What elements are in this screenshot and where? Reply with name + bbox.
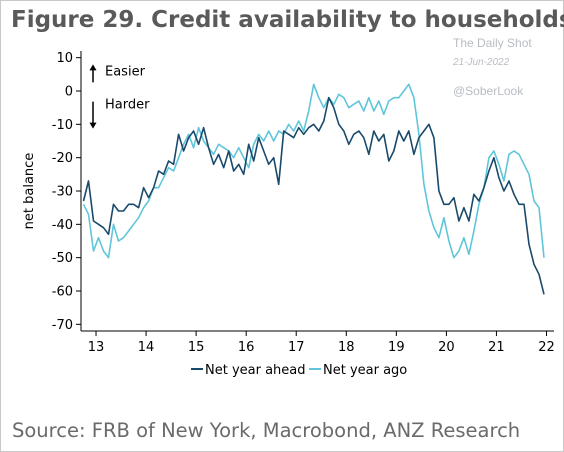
y-tick-label: -10 [52,118,73,133]
legend-net-year-ahead-label: Net year ahead [205,363,306,378]
x-tick-label: 15 [188,340,205,355]
y-axis-label: net balance [22,153,37,230]
series-line-net-year-ahead [82,96,545,295]
legend-net-year-ago-label: Net year ago [323,363,407,378]
series-line-net-year-ago [82,83,545,259]
x-tick-label: 22 [538,340,555,355]
watermark-date: 21-Jun-2022 [453,57,510,68]
y-tick-label: -40 [52,218,73,233]
x-tick-label: 14 [138,340,155,355]
y-tick-label: -30 [52,185,73,200]
x-tick-label: 18 [338,340,355,355]
x-tick-label: 13 [88,340,105,355]
watermark-handle: @SoberLook [453,84,524,98]
x-tick-label: 17 [288,340,305,355]
annotation-harder: Harder [105,98,150,113]
y-tick-label: 10 [56,51,73,66]
chart-title: Figure 29. Credit availability to househ… [11,7,564,33]
arrow-down-icon [89,122,97,129]
y-tick-label: -70 [52,318,73,333]
y-tick-label: -60 [52,285,73,300]
source-note: Source: FRB of New York, Macrobond, ANZ … [12,419,521,442]
x-tick-label: 21 [488,340,505,355]
annotation-easier: Easier [105,64,146,79]
watermark-source: The Daily Shot [453,36,532,50]
arrow-up-icon [89,64,97,71]
x-tick-label: 16 [238,340,255,355]
y-tick-label: -50 [52,251,73,266]
x-tick-label: 20 [438,340,455,355]
line-chart: 10 0 -10 -20 -30 -40 -50 -60 -70 13 14 15 16 17 18 19 20… [22,51,555,378]
y-tick-label: 0 [65,85,73,100]
y-tick-label: -20 [52,151,73,166]
x-tick-label: 19 [388,340,405,355]
